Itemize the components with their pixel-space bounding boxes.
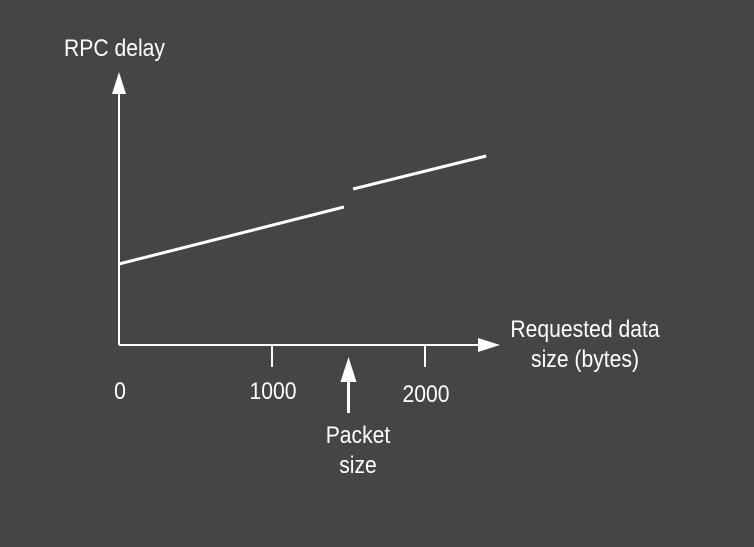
series-line-2	[352, 154, 487, 191]
y-axis-label: RPC delay	[64, 35, 165, 62]
series-line-1	[118, 205, 345, 266]
x-axis-label-line-1: Requested data	[510, 316, 660, 343]
x-tick-label-1000: 1000	[249, 378, 297, 405]
x-tick-label-0: 0	[114, 378, 126, 405]
packet-size-annotation-line-1: Packet	[325, 422, 391, 449]
x-tick-label-2000: 2000	[402, 381, 450, 408]
x-axis-arrowhead	[478, 338, 500, 352]
x-axis-label-line-2: size (bytes)	[531, 346, 639, 373]
packet-size-arrowhead	[340, 357, 357, 382]
packet-size-annotation-line-2: size	[339, 452, 377, 479]
y-axis-arrowhead	[112, 72, 126, 94]
